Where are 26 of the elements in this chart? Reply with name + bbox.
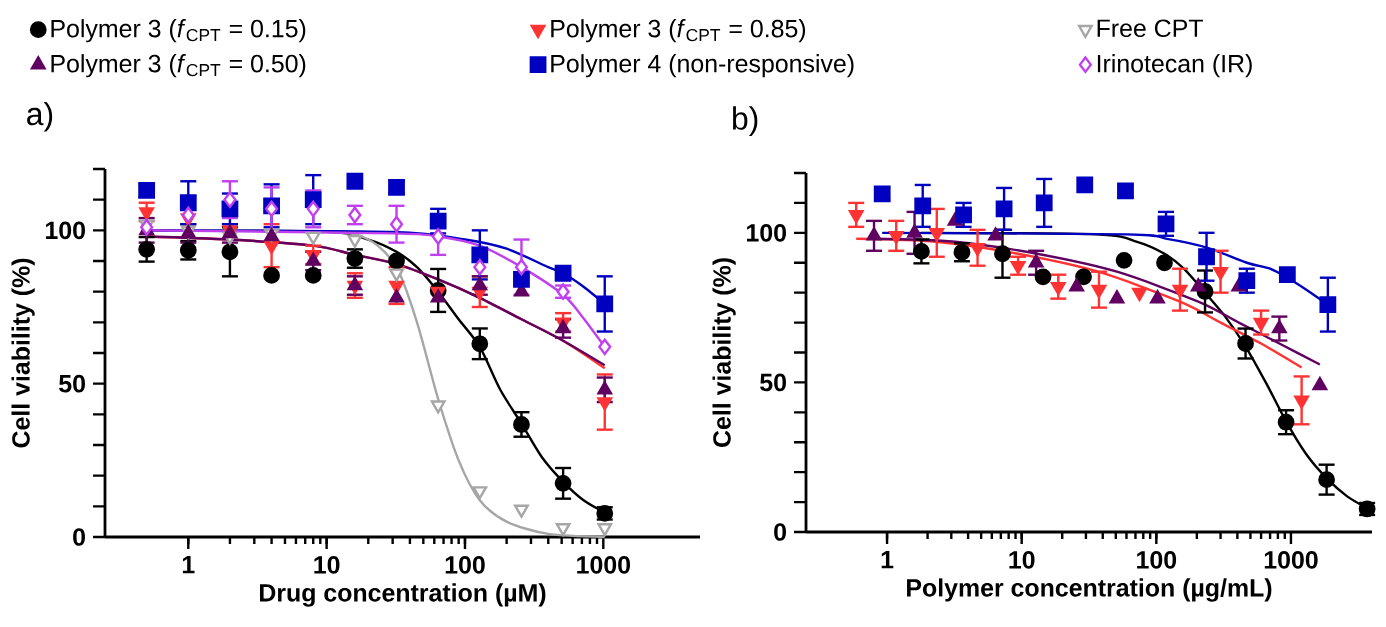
x-tick-label: 1000	[577, 556, 630, 574]
y-tick-label: 50	[760, 373, 786, 392]
x-tick-label: 1000	[1264, 551, 1318, 569]
x-tick-label: 10	[314, 556, 340, 574]
chart-title: b)	[733, 106, 758, 137]
x-axis-title: Polymer concentration (µg/mL)	[907, 578, 1272, 602]
legend-label: Free CPT	[1097, 19, 1203, 38]
chart-title: a)	[27, 101, 53, 132]
y-tick-label: 50	[59, 374, 85, 393]
legend-label: Polymer 3 (f$_{CPT}$ = 0.15)	[51, 19, 306, 43]
x-tick-label: 1	[881, 551, 894, 569]
legend-label: Polymer 3 (f$_{CPT}$ = 0.50)	[51, 54, 306, 78]
y-tick-label: 0	[73, 528, 85, 546]
x-tick-label: 10	[1009, 551, 1035, 569]
legend-label: Irinotecan (IR)	[1097, 54, 1252, 78]
y-axis-title: Cell viability (%)	[712, 258, 736, 447]
y-tick-label: 100	[45, 221, 85, 240]
x-axis-title: Drug concentration (µM)	[260, 583, 546, 607]
y-tick-label: 100	[747, 224, 786, 242]
legend-label: Polymer 3 (f$_{CPT}$ = 0.85)	[551, 19, 806, 43]
y-axis-title: Cell viability (%)	[11, 258, 35, 448]
x-tick-label: 100	[445, 556, 485, 574]
x-tick-label: 1	[182, 556, 195, 574]
legend-label: Polymer 4 (non-responsive)	[551, 54, 854, 78]
x-tick-label: 100	[1137, 551, 1177, 569]
y-tick-label: 0	[774, 523, 786, 541]
